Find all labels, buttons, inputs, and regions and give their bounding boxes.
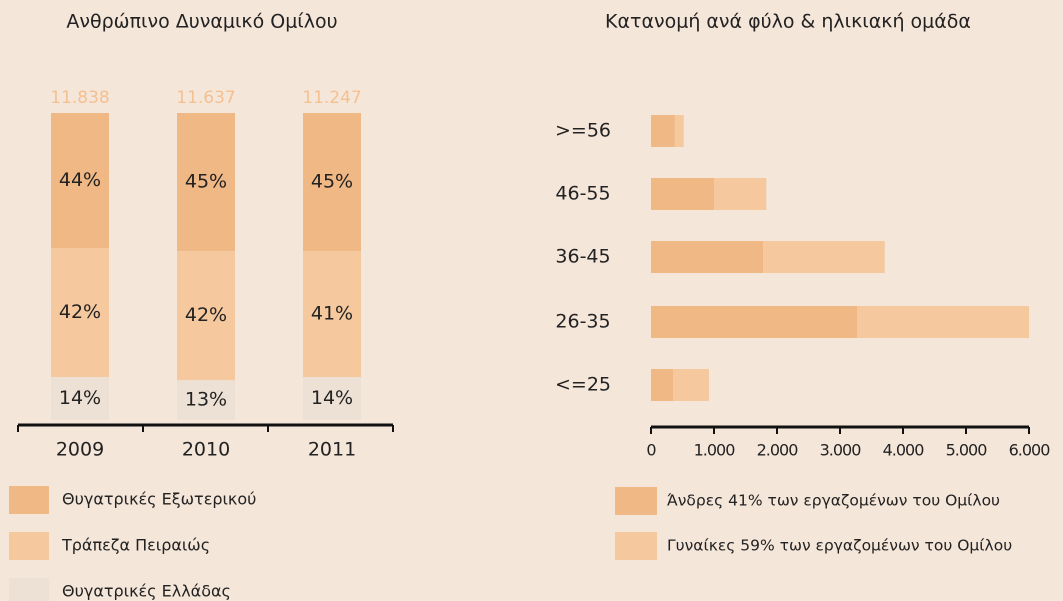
bar-segment	[177, 380, 235, 420]
bar-segment	[857, 306, 1029, 338]
y-tick-label: >=56	[555, 120, 611, 142]
data-label: 44%	[59, 169, 101, 191]
x-tick-label: 5.000	[946, 441, 988, 460]
x-tick-label: 0	[646, 441, 656, 460]
bar-segment	[651, 241, 764, 273]
legend-swatch	[615, 532, 657, 560]
bar-segment	[303, 377, 361, 420]
y-tick-label: 36-45	[555, 246, 610, 268]
bar-segment	[674, 115, 684, 147]
x-tick-label: 2010	[182, 439, 230, 461]
bar-segment	[51, 248, 109, 378]
bar-segment	[651, 369, 674, 401]
legend-swatch	[615, 487, 657, 515]
legend-label: Τράπεζα Πειραιώς	[61, 536, 210, 555]
x-tick-label: 1.000	[694, 441, 736, 460]
bar-segment	[303, 251, 361, 378]
legend-label: Άνδρες 41% των εργαζομένων του Ομίλου	[667, 492, 1000, 510]
bar-segment	[177, 113, 235, 252]
legend-label: Θυγατρικές Εξωτερικού	[62, 490, 256, 509]
data-label: 14%	[59, 387, 101, 409]
total-label: 11.838	[50, 88, 109, 108]
data-label: 42%	[59, 301, 101, 323]
y-tick-label: <=25	[555, 374, 611, 396]
legend-swatch	[9, 532, 49, 560]
bar-segment	[763, 241, 885, 273]
legend-swatch	[9, 486, 49, 514]
y-tick-label: 26-35	[555, 311, 610, 333]
bar-segment	[714, 178, 767, 210]
bar-segment	[51, 377, 109, 420]
data-label: 14%	[311, 387, 353, 409]
bar-segment	[51, 113, 109, 249]
bar-segment	[177, 251, 235, 381]
legend-label: Θυγατρικές Ελλάδας	[62, 582, 231, 601]
total-label: 11.637	[176, 88, 235, 108]
data-label: 41%	[311, 303, 353, 325]
x-tick-label: 6.000	[1009, 441, 1051, 460]
chart-title: Κατανομή ανά φύλο & ηλικιακή ομάδα	[605, 11, 971, 33]
data-label: 13%	[185, 389, 227, 411]
bar-segment	[673, 369, 709, 401]
x-tick-label: 4.000	[883, 441, 925, 460]
x-tick-label: 2.000	[757, 441, 799, 460]
bar-segment	[303, 113, 361, 252]
x-tick-label: 3.000	[820, 441, 862, 460]
y-tick-label: 46-55	[555, 183, 610, 205]
data-label: 45%	[185, 171, 227, 193]
bar-segment	[651, 115, 675, 147]
legend-swatch	[9, 578, 49, 601]
data-label: 45%	[311, 171, 353, 193]
bar-segment	[651, 178, 714, 210]
chart-title: Ανθρώπινο Δυναμικό Ομίλου	[66, 11, 337, 33]
total-label: 11.247	[302, 88, 361, 108]
x-tick-label: 2009	[56, 439, 104, 461]
bar-segment	[651, 306, 858, 338]
data-label: 42%	[185, 304, 227, 326]
x-tick-label: 2011	[308, 439, 356, 461]
legend-label: Γυναίκες 59% των εργαζομένων του Ομίλου	[667, 537, 1012, 555]
